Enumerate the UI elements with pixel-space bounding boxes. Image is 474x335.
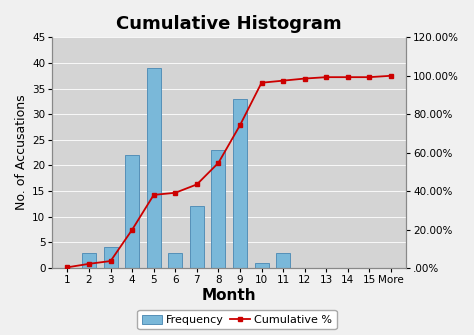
Bar [104, 248, 118, 268]
Legend: Frequency, Cumulative %: Frequency, Cumulative % [137, 310, 337, 329]
Bar [168, 253, 182, 268]
Y-axis label: No. of Accusations: No. of Accusations [15, 95, 28, 210]
Bar [255, 263, 269, 268]
X-axis label: Month: Month [202, 288, 256, 303]
Bar [82, 253, 96, 268]
Bar [190, 206, 204, 268]
Title: Cumulative Histogram: Cumulative Histogram [117, 15, 342, 33]
Bar [276, 253, 290, 268]
Bar [211, 150, 226, 268]
Bar [125, 155, 139, 268]
Bar [233, 99, 247, 268]
Bar [147, 68, 161, 268]
